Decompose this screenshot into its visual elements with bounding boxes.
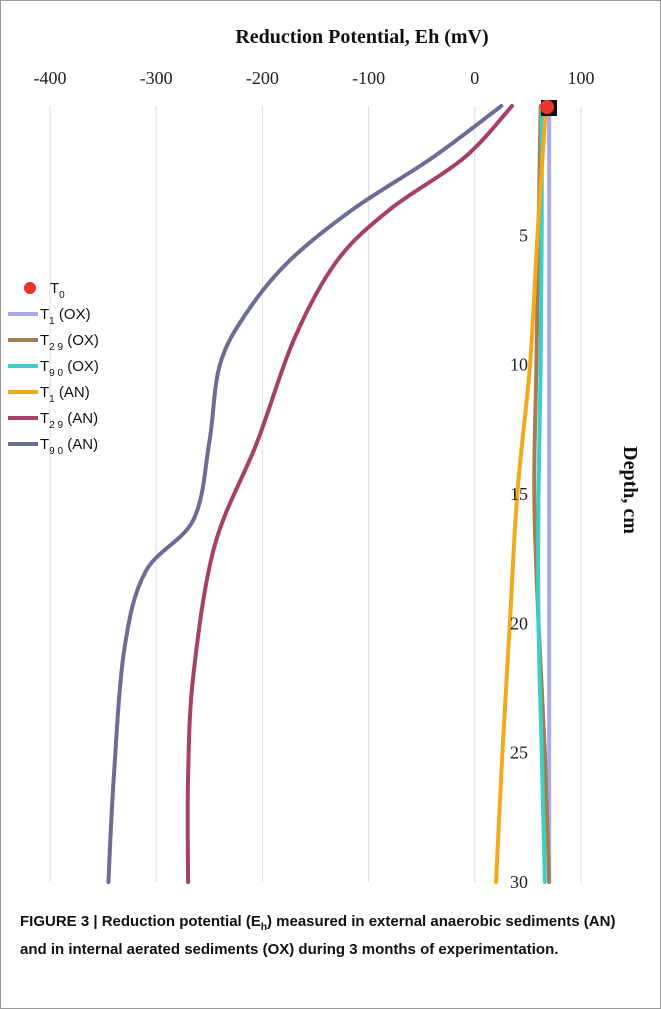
eh-depth-chart: -400 -300 -200 -100 0 100 5 10 15 20 25 30 Reducti…	[8, 26, 641, 892]
x-tick-label: -300	[140, 68, 173, 88]
legend-label-1: T1 (OX)	[40, 306, 91, 327]
y-tick-label: 15	[510, 484, 528, 504]
legend-label-4: T1 (AN)	[40, 384, 90, 405]
legend-label-5: T2 9 (AN)	[40, 410, 98, 431]
y-tick-label: 5	[519, 225, 528, 245]
y-tick-labels: 5 10 15 20 25 30	[510, 225, 528, 892]
x-tick-label: 0	[470, 68, 479, 88]
legend: T0 T1 (OX) T2 9 (OX) T9 0 (OX) T1 (AN) T2 9 (…	[8, 280, 99, 457]
legend-swatch-0	[24, 282, 36, 294]
x-tick-label: 100	[568, 68, 595, 88]
x-axis-title: Reduction Potential, Eh (mV)	[235, 26, 488, 48]
x-tick-label: -200	[246, 68, 279, 88]
legend-label-2: T2 9 (OX)	[40, 332, 99, 353]
y-tick-label: 25	[510, 743, 528, 763]
x-tick-labels: -400 -300 -200 -100 0 100	[34, 68, 595, 88]
series-marker-0	[540, 100, 555, 114]
x-tick-label: -400	[34, 68, 67, 88]
series-line-3	[536, 104, 547, 884]
series-line-6	[106, 104, 504, 884]
caption-text-before: Reduction potential (E	[101, 913, 261, 930]
caption-text-after: ) measured in external anaerobic sedimen…	[20, 913, 616, 958]
y-axis-title: Depth, cm	[619, 446, 641, 534]
caption-label: FIGURE 3 |	[20, 913, 102, 930]
figure-caption: FIGURE 3 | Reduction potential (Eh) meas…	[20, 911, 640, 961]
series-layer	[106, 100, 558, 884]
caption-subscript: h	[260, 922, 267, 933]
y-tick-label: 30	[510, 872, 528, 892]
legend-label-0: T0	[50, 280, 65, 301]
legend-label-6: T9 0 (AN)	[40, 436, 98, 457]
series-line-5	[185, 104, 514, 884]
y-tick-label: 10	[510, 355, 528, 375]
grid-layer	[49, 106, 582, 882]
x-tick-label: -100	[352, 68, 385, 88]
y-tick-label: 20	[510, 613, 528, 633]
series-line-4	[494, 104, 548, 884]
legend-label-3: T9 0 (OX)	[40, 358, 99, 379]
